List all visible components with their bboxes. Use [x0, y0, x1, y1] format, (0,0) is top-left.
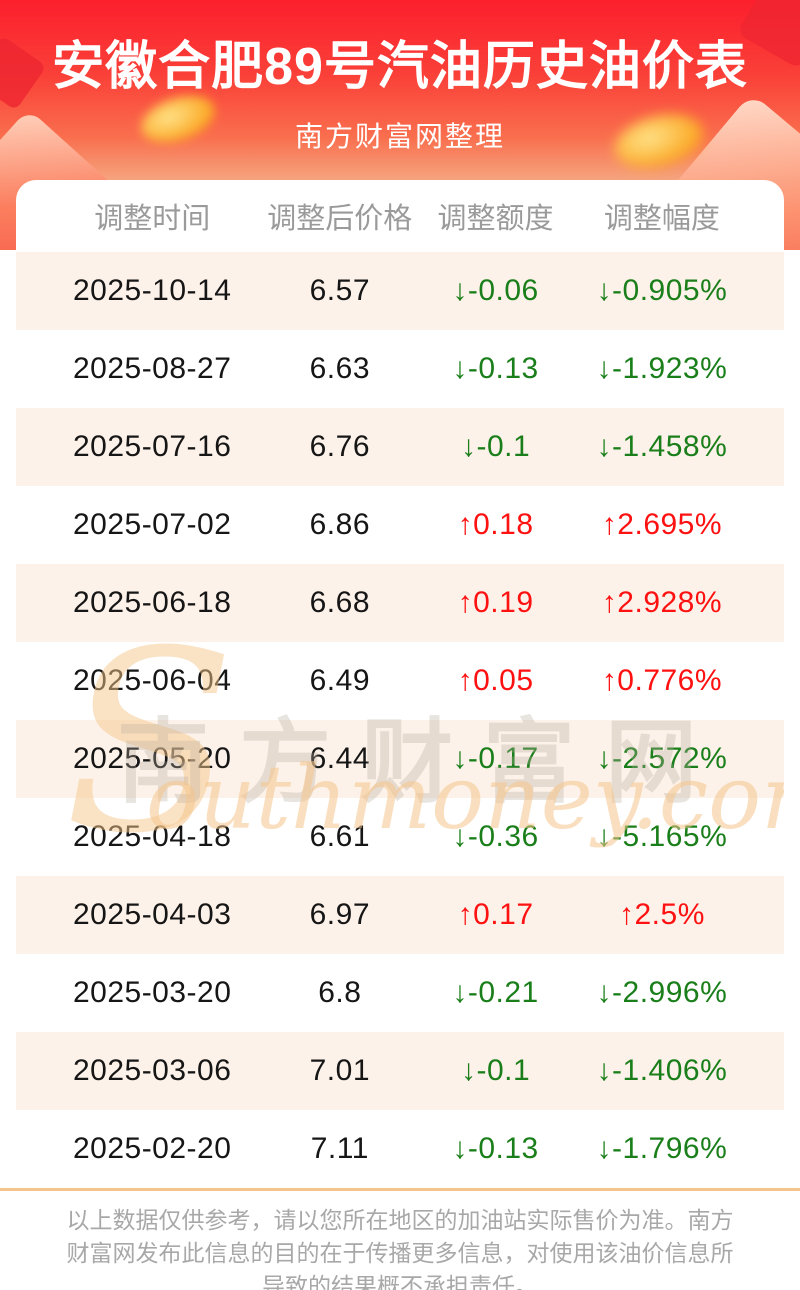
cell-price: 6.49: [309, 664, 370, 697]
cell-date: 2025-06-18: [72, 586, 232, 619]
cell-change: ↓-0.21: [452, 976, 539, 1009]
cell-price: 7.11: [310, 1132, 369, 1165]
column-header-change: 调整额度: [437, 203, 554, 235]
cell-price: 6.63: [309, 352, 370, 385]
cell-price: 7.01: [309, 1054, 370, 1087]
page-subtitle: 南方财富网整理: [294, 121, 505, 152]
cell-price: 6.8: [318, 976, 362, 1009]
cell-price: 6.76: [309, 430, 370, 463]
table-row: 2025-07-16 6.76 ↓-0.1 ↓-1.458%: [16, 408, 784, 486]
cell-price: 6.61: [309, 820, 370, 853]
cell-price: 6.68: [309, 586, 370, 619]
column-header-date: 调整时间: [94, 203, 211, 235]
cell-percent: ↑0.776%: [601, 664, 723, 697]
cell-change: ↑0.18: [457, 508, 534, 541]
cell-percent: ↑2.928%: [601, 586, 723, 619]
cell-price: 6.57: [309, 274, 370, 307]
cell-percent: ↓-2.996%: [596, 976, 728, 1009]
column-header-percent: 调整幅度: [603, 203, 720, 235]
cell-change: ↓-0.17: [452, 742, 539, 775]
cell-date: 2025-02-20: [72, 1132, 232, 1165]
table-row: 2025-02-20 7.11 ↓-0.13 ↓-1.796%: [16, 1110, 784, 1188]
cell-percent: ↓-1.923%: [596, 352, 728, 385]
cell-percent: ↑2.5%: [618, 898, 705, 931]
cell-change: ↓-0.13: [452, 1132, 539, 1165]
table-row: 2025-06-04 6.49 ↑0.05 ↑0.776%: [16, 642, 784, 720]
cell-date: 2025-03-20: [72, 976, 232, 1009]
table-row: 2025-05-20 6.44 ↓-0.17 ↓-2.572%: [16, 720, 784, 798]
footer-disclaimer: 以上数据仅供参考，请以您所在地区的加油站实际售价为准。南方财富网发布此信息的目的…: [66, 1207, 734, 1290]
cell-date: 2025-07-16: [72, 430, 232, 463]
cell-change: ↓-0.1: [460, 1054, 531, 1087]
cell-change: ↑0.05: [457, 664, 534, 697]
cell-percent: ↓-2.572%: [596, 742, 728, 775]
cell-percent: ↓-5.165%: [596, 820, 728, 853]
cell-date: 2025-05-20: [72, 742, 232, 775]
table-row: 2025-10-14 6.57 ↓-0.06 ↓-0.905%: [16, 252, 784, 330]
cell-date: 2025-08-27: [72, 352, 232, 385]
cell-percent: ↓-1.458%: [596, 430, 728, 463]
cell-percent: ↓-1.796%: [596, 1132, 728, 1165]
cell-percent: ↑2.695%: [601, 508, 723, 541]
page-title: 安徽合肥89号汽油历史油价表: [52, 38, 748, 96]
table-row: 2025-04-18 6.61 ↓-0.36 ↓-5.165%: [16, 798, 784, 876]
table-row: 2025-03-06 7.01 ↓-0.1 ↓-1.406%: [16, 1032, 784, 1110]
column-header-price: 调整后价格: [267, 203, 413, 235]
cell-change: ↓-0.1: [460, 430, 531, 463]
table-body: 2025-10-14 6.57 ↓-0.06 ↓-0.905% 2025-08-…: [16, 252, 784, 1188]
cell-change: ↑0.19: [457, 586, 534, 619]
cell-date: 2025-04-03: [72, 898, 232, 931]
table-row: 2025-04-03 6.97 ↑0.17 ↑2.5%: [16, 876, 784, 954]
cell-date: 2025-06-04: [72, 664, 232, 697]
cell-date: 2025-04-18: [72, 820, 232, 853]
cell-percent: ↓-0.905%: [596, 274, 728, 307]
cell-date: 2025-10-14: [72, 274, 232, 307]
table-header-row: 调整时间 调整后价格 调整额度 调整幅度: [16, 180, 784, 252]
cell-date: 2025-07-02: [72, 508, 232, 541]
cell-price: 6.86: [309, 508, 370, 541]
cell-change: ↓-0.36: [452, 820, 539, 853]
table-row: 2025-08-27 6.63 ↓-0.13 ↓-1.923%: [16, 330, 784, 408]
cell-percent: ↓-1.406%: [596, 1054, 728, 1087]
table-row: 2025-06-18 6.68 ↑0.19 ↑2.928%: [16, 564, 784, 642]
cell-date: 2025-03-06: [72, 1054, 232, 1087]
table-row: 2025-07-02 6.86 ↑0.18 ↑2.695%: [16, 486, 784, 564]
cell-change: ↑0.17: [457, 898, 534, 931]
cell-price: 6.97: [309, 898, 370, 931]
table-row: 2025-03-20 6.8 ↓-0.21 ↓-2.996%: [16, 954, 784, 1032]
price-table-card: 调整时间 调整后价格 调整额度 调整幅度 2025-10-14 6.57 ↓-0…: [16, 180, 784, 1188]
footer-divider: [0, 1188, 800, 1191]
cell-change: ↓-0.13: [452, 352, 539, 385]
cell-price: 6.44: [309, 742, 370, 775]
cell-change: ↓-0.06: [452, 274, 539, 307]
